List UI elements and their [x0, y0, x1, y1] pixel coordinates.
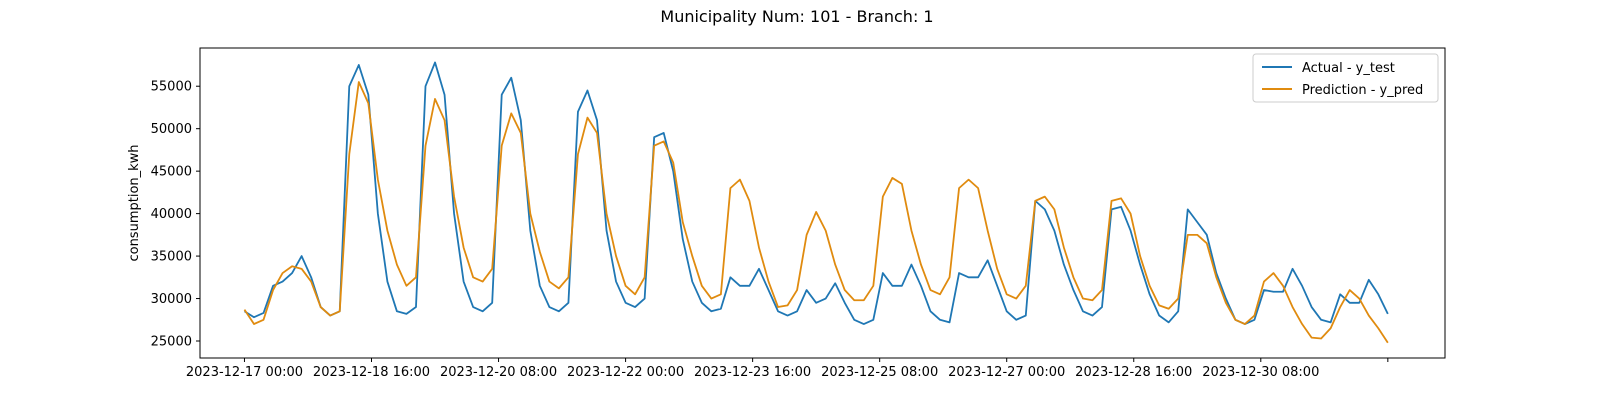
y-tick-label: 30000 — [151, 292, 192, 307]
series-line-prediction — [243, 81, 1389, 344]
x-tick-label: 2023-12-28 16:00 — [1075, 365, 1192, 380]
x-tick-label: 2023-12-27 00:00 — [948, 365, 1065, 380]
plot-area — [199, 47, 1446, 359]
x-tick-label: 2023-12-22 00:00 — [567, 365, 684, 380]
y-tick-label: 55000 — [151, 80, 192, 95]
x-axis: 2023-12-17 00:00 2023-12-18 16:00 2023-12-… — [186, 358, 1389, 380]
x-tick-label: 2023-12-17 00:00 — [186, 365, 303, 380]
x-tick-label: 2023-12-18 16:00 — [313, 365, 430, 380]
x-tick-label: 2023-12-25 08:00 — [821, 365, 938, 380]
legend-box — [1252, 53, 1439, 103]
legend-label-prediction: Prediction - y_pred — [1302, 83, 1423, 98]
y-tick-label: 35000 — [151, 250, 192, 265]
x-tick-label: 2023-12-30 08:00 — [1202, 365, 1319, 380]
series-layer — [243, 61, 1389, 344]
legend: Actual - y_test Prediction - y_pred — [1252, 53, 1439, 103]
y-tick-label: 45000 — [151, 165, 192, 180]
y-tick-label: 25000 — [151, 335, 192, 350]
y-tick-label: 50000 — [151, 122, 192, 137]
legend-label-actual: Actual - y_test — [1302, 61, 1395, 76]
y-axis-label: consumption_kwh — [127, 144, 142, 261]
x-tick-label: 2023-12-23 16:00 — [694, 365, 811, 380]
series-line-actual — [243, 61, 1389, 325]
x-tick-label: 2023-12-20 08:00 — [440, 365, 557, 380]
chart-title: Municipality Num: 101 - Branch: 1 — [660, 7, 933, 26]
y-axis: 25000 30000 35000 40000 45000 50000 55000 — [151, 80, 200, 350]
y-tick-label: 40000 — [151, 207, 192, 222]
